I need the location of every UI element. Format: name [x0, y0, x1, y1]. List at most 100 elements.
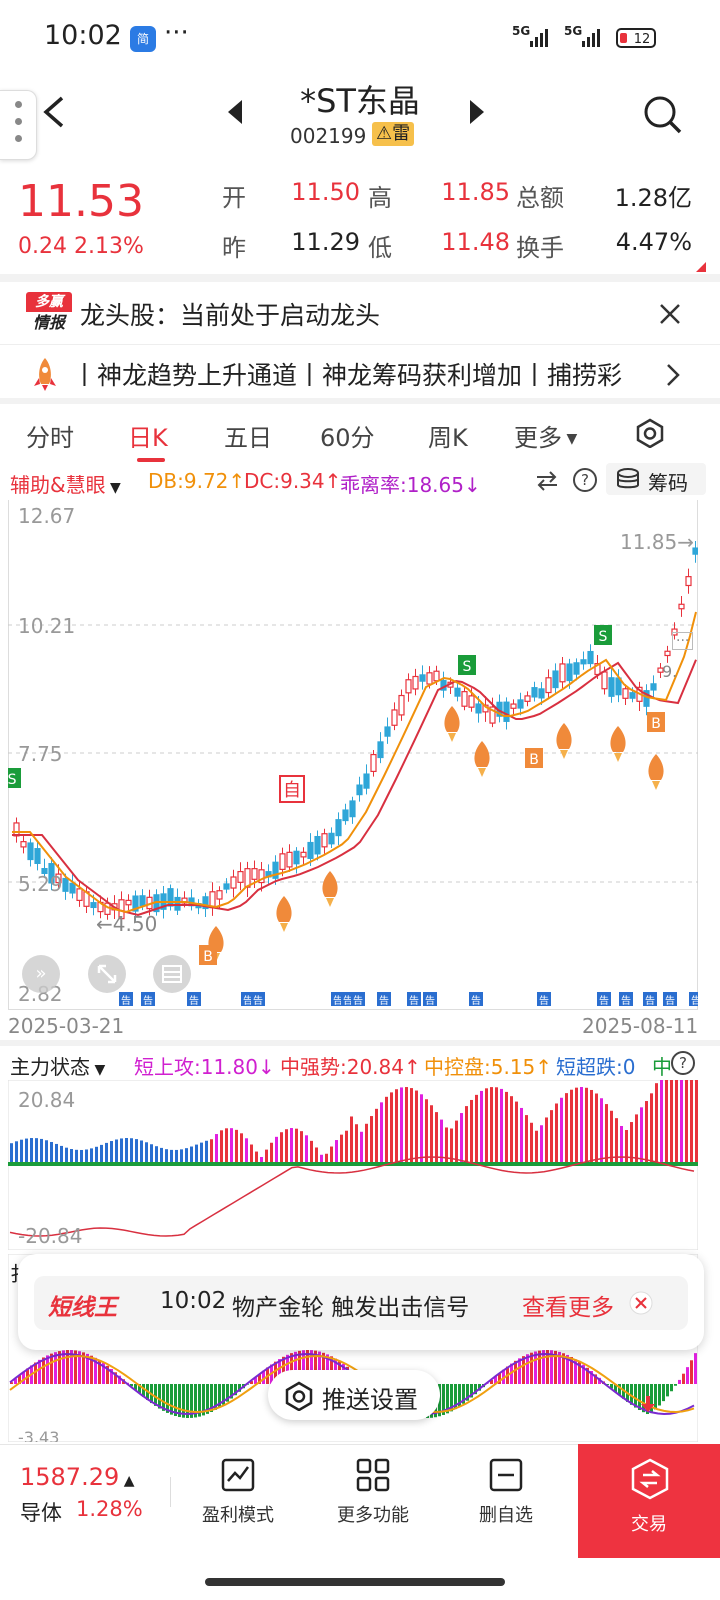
third-bar — [662, 1384, 665, 1402]
sub-bar — [370, 1116, 373, 1162]
announcement-marker — [643, 992, 657, 1006]
search-button[interactable] — [642, 94, 684, 140]
chips-button[interactable]: 筹码 — [606, 463, 706, 495]
sub-indicator-selector[interactable]: 主力状态 ▼ — [10, 1055, 106, 1079]
next-stock-button[interactable] — [466, 98, 486, 130]
rocket-icon — [648, 754, 664, 780]
announcement-marker — [119, 992, 133, 1006]
tab-more[interactable]: 更多 ▼ — [514, 424, 578, 452]
high-label: 高 — [368, 184, 392, 212]
self-select-marker[interactable]: 自 — [279, 775, 305, 803]
prev-stock-button[interactable] — [226, 98, 246, 130]
sub-y-top: 20.84 — [18, 1088, 76, 1112]
sub-bar — [175, 1149, 178, 1162]
main-force-status-chart[interactable] — [8, 1080, 698, 1250]
caret-down-icon: ▼ — [562, 431, 578, 447]
back-button[interactable] — [40, 94, 68, 134]
third-bar — [262, 1370, 265, 1384]
sub-bar — [615, 1118, 618, 1162]
bias-value: 乖离率:18.65↓ — [340, 473, 481, 497]
third-bar — [310, 1350, 313, 1384]
sub-bar — [655, 1083, 658, 1162]
candle — [573, 662, 580, 675]
sub-bar — [530, 1122, 533, 1162]
fast-forward-icon[interactable]: » — [22, 955, 60, 993]
third-bar — [542, 1350, 545, 1384]
sub-bar — [290, 1128, 293, 1162]
amount-value: 1.28亿 — [614, 184, 692, 212]
kline-chart[interactable]: BBBSSS告告告告告告告告告告告告告告告告告告 — [8, 500, 698, 1010]
sub-bar — [50, 1141, 53, 1162]
candle — [139, 895, 146, 907]
sub-bar — [555, 1103, 558, 1162]
signal-popup-body[interactable]: 短线王 10:02 物产金轮 触发出击信号 查看更多 — [34, 1276, 688, 1330]
sub-bar — [260, 1156, 263, 1162]
kline-chart-frame[interactable] — [8, 500, 698, 1010]
indicator-selector[interactable]: 辅助&慧眼 ▼ — [10, 473, 121, 497]
close-icon[interactable] — [658, 302, 682, 326]
close-circle-icon[interactable] — [628, 1290, 654, 1316]
signal-ticker[interactable]: 丨神龙趋势上升通道丨神龙筹码获利增加丨捕捞彩 — [0, 346, 720, 402]
duoying-logo: 多赢 情报 — [26, 292, 72, 334]
third-bar — [694, 1353, 697, 1384]
third-bar — [326, 1354, 329, 1384]
picture-icon[interactable] — [153, 955, 191, 993]
third-bar — [198, 1384, 201, 1417]
announcement-marker-label: 告 — [691, 994, 698, 1007]
sub-bar — [70, 1149, 73, 1162]
more-features-button[interactable]: 更多功能 — [332, 1457, 414, 1527]
index-value[interactable]: 1587.29 ▲ — [20, 1463, 135, 1491]
sell-marker — [458, 655, 476, 675]
candle — [286, 851, 293, 868]
sub-bar — [495, 1087, 498, 1162]
help-icon[interactable]: ? — [670, 1050, 696, 1076]
third-bar — [210, 1384, 213, 1412]
swap-icon[interactable] — [534, 469, 560, 493]
announcement-marker-label: 告 — [665, 994, 675, 1007]
candle — [251, 868, 258, 880]
expand-icon[interactable] — [88, 955, 126, 993]
short-oversold-value: 短超跌:0 — [556, 1055, 636, 1079]
sub-bar — [685, 1080, 688, 1162]
y-axis-label-top: 12.67 — [18, 504, 76, 528]
divider — [0, 1040, 720, 1046]
sub-bar — [355, 1124, 358, 1162]
third-bar — [318, 1351, 321, 1384]
risk-warning-badge[interactable]: ⚠雷 — [372, 122, 415, 146]
third-bar — [50, 1353, 53, 1384]
remove-watchlist-button[interactable]: 删自选 — [466, 1457, 546, 1527]
sub-bar — [165, 1149, 168, 1162]
end-date: 2025-08-11 — [582, 1014, 699, 1038]
third-bar — [14, 1378, 17, 1384]
third-bar — [114, 1372, 117, 1384]
tab-intraday[interactable]: 分时 — [26, 424, 74, 452]
help-icon[interactable]: ? — [572, 467, 598, 493]
trade-button[interactable]: 交易 — [578, 1444, 720, 1558]
sub-bar — [440, 1119, 443, 1162]
sub-bar — [325, 1153, 328, 1162]
side-drawer-handle[interactable] — [0, 90, 37, 160]
third-bar — [450, 1384, 453, 1412]
popup-more-link[interactable]: 查看更多 — [522, 1295, 614, 1321]
tab-daily-k[interactable]: 日K — [128, 424, 168, 452]
profit-mode-button[interactable]: 盈利模式 — [198, 1457, 278, 1527]
sub-bar — [595, 1093, 598, 1162]
sub-y-bottom: -20.84 — [18, 1224, 83, 1248]
candle — [566, 663, 573, 682]
tab-five-day[interactable]: 五日 — [224, 424, 272, 452]
third-bar — [442, 1384, 445, 1415]
news-banner[interactable]: 多赢 情报 龙头股：当前处于启动龙头 — [0, 284, 720, 344]
sub-bar — [400, 1087, 403, 1162]
home-indicator — [205, 1578, 505, 1586]
rocket-flame — [448, 733, 456, 742]
low-label: 低 — [368, 234, 392, 262]
third-bar — [234, 1384, 237, 1396]
third-bar — [678, 1379, 681, 1384]
announcement-marker-label: 告 — [471, 994, 481, 1007]
settings-hex-icon[interactable] — [636, 418, 664, 448]
tab-weekly-k[interactable]: 周K — [428, 424, 468, 452]
push-settings-button[interactable]: 推送设置 — [268, 1370, 440, 1420]
candle — [685, 576, 692, 587]
sub-bar — [395, 1089, 398, 1162]
tab-60min[interactable]: 60分 — [320, 424, 375, 452]
